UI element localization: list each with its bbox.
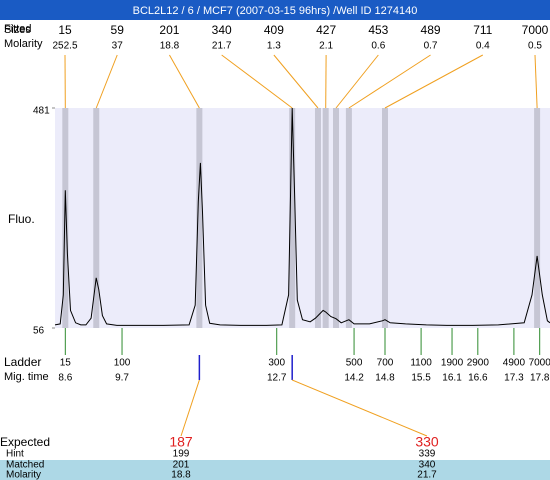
peak-connector — [221, 54, 293, 109]
y-tick-label: 56 — [33, 326, 45, 337]
ladder-size: 100 — [114, 358, 131, 369]
peak-molarity: 0.5 — [528, 41, 542, 52]
peak-band — [382, 108, 388, 328]
matched-band — [0, 460, 550, 480]
peak-size: 201 — [159, 23, 179, 37]
ladder-size: 2900 — [467, 358, 490, 369]
sizes-label: Sizes — [4, 24, 31, 36]
matched-value: 201 — [173, 460, 190, 471]
peak-connector — [348, 54, 431, 109]
peak-size: 409 — [264, 23, 284, 37]
ladder-time: 17.8 — [530, 373, 550, 384]
ladder-time: 17.3 — [504, 373, 524, 384]
peak-connector — [169, 54, 200, 109]
expected-connector — [291, 379, 428, 437]
ladder-time: 12.7 — [267, 373, 287, 384]
y-axis-label: Fluo. — [8, 212, 35, 226]
peak-band — [314, 108, 321, 328]
ladder-time: 9.7 — [115, 373, 129, 384]
ladder-size: 1100 — [410, 358, 432, 369]
peak-connector — [273, 54, 319, 109]
peak-molarity: 2.1 — [319, 41, 333, 52]
matched-value: 340 — [419, 460, 436, 471]
plot-area — [55, 108, 550, 328]
ladder-size: 1900 — [441, 358, 464, 369]
expected-connector — [180, 379, 200, 437]
peak-molarity: 0.7 — [424, 41, 438, 52]
peak-molarity: 1.3 — [267, 41, 281, 52]
expected-label: Expected — [0, 435, 50, 449]
peak-band — [333, 108, 340, 328]
peak-band — [534, 108, 541, 328]
peak-connector — [384, 54, 484, 109]
peak-size: 7000 — [522, 23, 549, 37]
title: BCL2L12 / 6 / MCF7 (2007-03-15 96hrs) /W… — [133, 5, 418, 17]
peak-size: 489 — [421, 23, 441, 37]
peak-band — [289, 108, 296, 328]
peak-size: 59 — [111, 23, 125, 37]
peak-connector — [534, 54, 538, 109]
ladder-time: 14.8 — [375, 373, 395, 384]
peak-molarity: 0.6 — [371, 41, 385, 52]
title-bar — [0, 0, 550, 20]
y-tick-label: 481 — [33, 106, 50, 117]
peak-size: 711 — [473, 23, 492, 37]
peak-molarity: 18.8 — [160, 41, 180, 52]
ladder-size: 7000 — [529, 358, 550, 369]
matched-label: Matched — [6, 460, 44, 471]
peak-size: 453 — [368, 23, 388, 37]
peak-band — [345, 108, 352, 328]
matched-molarity: 18.8 — [171, 470, 191, 480]
expected-value: 330 — [415, 434, 439, 450]
peak-connector — [335, 54, 379, 109]
ladder-time: 16.1 — [442, 373, 462, 384]
peak-molarity: 37 — [112, 41, 124, 52]
peak-size: 15 — [58, 23, 72, 37]
peak-size: 340 — [212, 23, 232, 37]
peak-molarity: 0.4 — [476, 41, 490, 52]
peak-connector — [95, 54, 118, 109]
peak-band — [62, 108, 69, 328]
peak-molarity: 252.5 — [52, 41, 77, 52]
hint-value: 199 — [173, 449, 190, 460]
molarity-bottom-label: Molarity — [6, 470, 41, 480]
mig-time-label: Mig. time — [4, 371, 49, 383]
ladder-time: 16.6 — [468, 373, 488, 384]
peak-band — [93, 108, 100, 328]
peak-size: 427 — [316, 23, 336, 37]
ladder-size: 15 — [60, 358, 72, 369]
ladder-time: 15.5 — [411, 373, 431, 384]
molarity-label: Molarity — [4, 38, 43, 50]
hint-label: Hint — [6, 449, 24, 460]
trace — [54, 107, 550, 326]
ladder-size: 4900 — [503, 358, 526, 369]
ladder-time: 14.2 — [344, 373, 364, 384]
ladder-size: 300 — [268, 358, 285, 369]
ladder-label: Ladder — [4, 355, 41, 369]
fitted-label: Fitted — [4, 23, 32, 35]
hint-value: 339 — [419, 449, 436, 460]
ladder-size: 500 — [346, 358, 363, 369]
matched-molarity: 21.7 — [417, 470, 437, 480]
ladder-time: 8.6 — [58, 373, 72, 384]
ladder-size: 700 — [377, 358, 394, 369]
expected-value: 187 — [169, 434, 193, 450]
peak-band — [196, 108, 203, 328]
peak-band — [322, 108, 329, 328]
peak-molarity: 21.7 — [212, 41, 232, 52]
